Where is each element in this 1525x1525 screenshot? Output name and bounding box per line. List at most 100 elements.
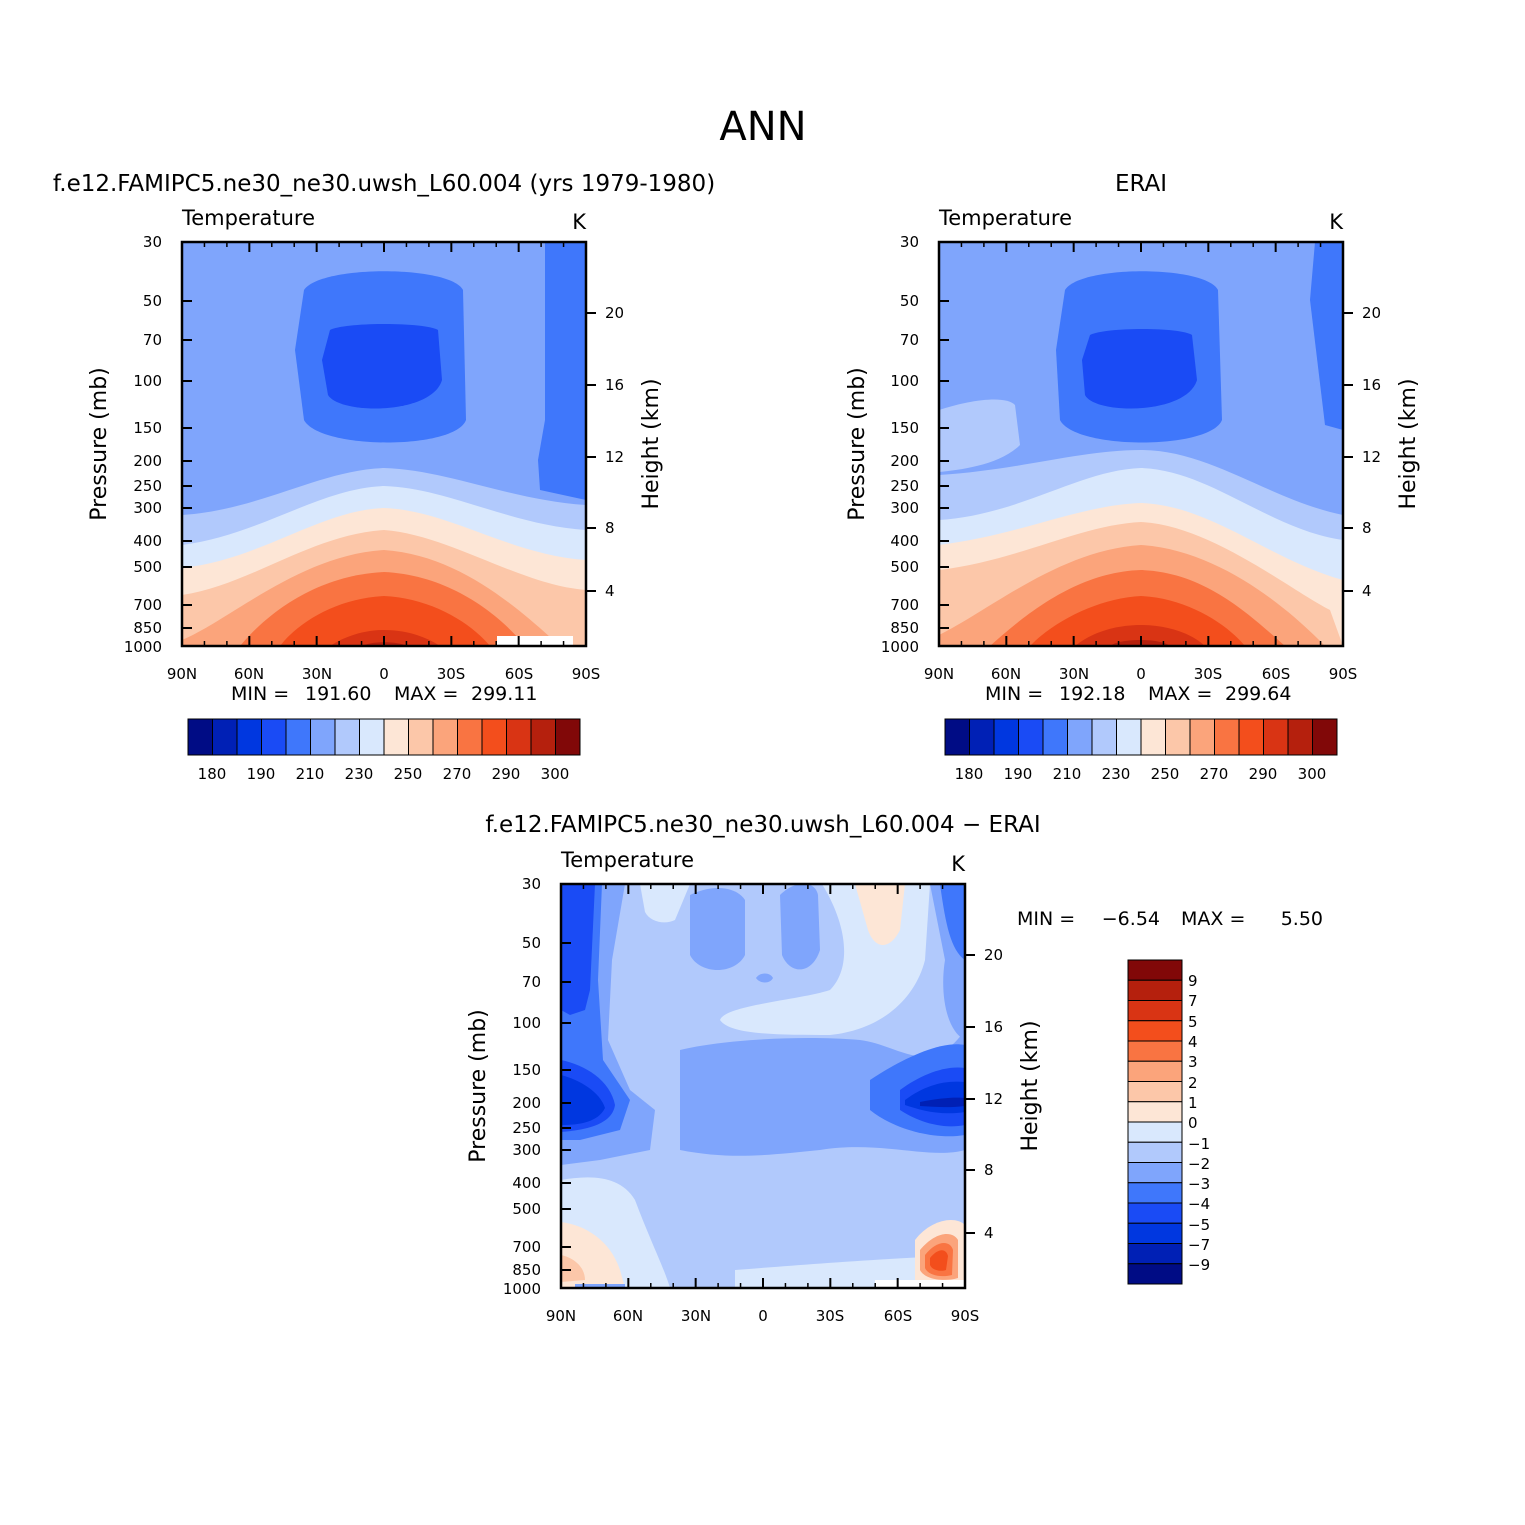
panel-difference-title: f.e12.FAMIPC5.ne30_ne30.uwsh_L60.004 − E… (485, 812, 1040, 838)
min-value: −6.54 (1102, 908, 1160, 930)
x-tick-label: 30S (1194, 665, 1223, 683)
x-tick-label: 30N (681, 1307, 711, 1325)
panel-obs-units-label: K (1329, 210, 1344, 234)
colorbar-swatch (457, 718, 483, 756)
min-label: MIN = (1017, 908, 1075, 930)
contour-fill-minus3-band (680, 1030, 965, 1156)
max-label: MAX = (394, 683, 458, 705)
x-tick-label: 30N (1059, 665, 1089, 683)
colorbar-label: 250 (1151, 765, 1180, 783)
height-tick-label: 12 (1362, 448, 1381, 466)
y-tick-label: 50 (900, 292, 919, 310)
panel-model-variable-label: Temperature (181, 206, 315, 230)
colorbar-label: 180 (198, 765, 227, 783)
y-tick-label: 150 (133, 419, 162, 437)
colorbar-swatch (1238, 718, 1264, 756)
height-tick-label: 16 (1362, 376, 1381, 394)
x-tick-label: 30S (437, 665, 466, 683)
panel-difference-ticks (560, 883, 975, 1289)
colorbar-label: 2 (1188, 1074, 1198, 1092)
y-tick-label: 300 (133, 499, 162, 517)
panel-obs-stats: MIN = 192.18 MAX = 299.64 (985, 683, 1291, 705)
colorbar-label: 210 (296, 765, 325, 783)
height-tick-label: 12 (605, 448, 624, 466)
panel-difference-units-label: K (951, 852, 966, 876)
y-tick-label: 30 (900, 233, 919, 251)
colorbar-swatch (1127, 959, 1183, 981)
colorbar-swatch (1127, 1101, 1183, 1123)
y-tick-label: 300 (512, 1141, 541, 1159)
colorbar-swatch (944, 718, 970, 756)
contour-fill-295 (1075, 625, 1205, 646)
colorbar-swatch (1127, 1141, 1183, 1163)
height-tick-label: 16 (984, 1018, 1003, 1036)
panel-difference-height-tick-labels: 20 16 12 8 4 (984, 946, 1003, 1242)
panel-difference-y-tick-labels: 30 50 70 100 150 200 250 300 400 500 700… (503, 875, 541, 1298)
x-tick-label: 60N (991, 665, 1021, 683)
panel-obs-height-tick-labels: 20 16 12 8 4 (1362, 304, 1381, 600)
x-tick-label: 0 (758, 1307, 768, 1325)
y-tick-label: 30 (143, 233, 162, 251)
colorbar-label: 7 (1188, 992, 1198, 1010)
colorbar-swatch (1127, 1263, 1183, 1285)
panel-model-colorbar (187, 718, 581, 756)
colorbar-swatch (1127, 1020, 1183, 1042)
colorbar-label: 4 (1188, 1033, 1198, 1051)
y-tick-label: 200 (890, 452, 919, 470)
colorbar-label: −2 (1188, 1155, 1210, 1173)
colorbar-swatch (383, 718, 409, 756)
panel-difference: f.e12.FAMIPC5.ne30_ne30.uwsh_L60.004 − E… (466, 812, 1323, 1325)
height-tick-label: 16 (605, 376, 624, 394)
colorbar-label: 270 (443, 765, 472, 783)
y-tick-label: 100 (133, 372, 162, 390)
contour-fill-230-north (939, 399, 1020, 472)
colorbar-label: −3 (1188, 1175, 1210, 1193)
y-tick-label: 500 (512, 1200, 541, 1218)
colorbar-swatch (1091, 718, 1117, 756)
y-tick-label: 70 (522, 973, 541, 991)
colorbar-swatch (1287, 718, 1313, 756)
x-tick-label: 60S (884, 1307, 913, 1325)
panel-obs-contour-field (939, 242, 1343, 646)
colorbar-swatch (285, 718, 311, 756)
colorbar-swatch (432, 718, 458, 756)
height-tick-label: 20 (984, 946, 1003, 964)
colorbar-swatch (993, 718, 1019, 756)
contour-fill-290 (280, 596, 490, 646)
y-tick-label: 500 (890, 558, 919, 576)
colorbar-label: −4 (1188, 1195, 1210, 1213)
max-value: 299.64 (1225, 683, 1291, 705)
y-tick-label: 70 (143, 331, 162, 349)
contour-fill-minus3-cell1 (690, 888, 745, 970)
colorbar-swatch (1127, 1222, 1183, 1244)
contour-fill-minus3-cell3 (756, 973, 773, 983)
contour-fill-210-pole (538, 242, 586, 500)
contour-fill-minus1-lower (735, 1255, 965, 1288)
colorbar-label: −9 (1188, 1256, 1210, 1274)
height-tick-label: 4 (605, 582, 615, 600)
colorbar-swatch (1067, 718, 1093, 756)
x-tick-label: 60S (1262, 665, 1291, 683)
x-tick-label: 0 (379, 665, 389, 683)
colorbar-label: 190 (1004, 765, 1033, 783)
contour-fill-0-top (855, 884, 905, 945)
height-tick-label: 4 (1362, 582, 1372, 600)
colorbar-label: 230 (1102, 765, 1131, 783)
colorbar-label: 300 (1298, 765, 1327, 783)
colorbar-swatch (1042, 718, 1068, 756)
y-tick-label: 850 (512, 1261, 541, 1279)
x-tick-label: 60S (505, 665, 534, 683)
colorbar-label: 250 (394, 765, 423, 783)
height-tick-label: 12 (984, 1090, 1003, 1108)
height-tick-label: 8 (605, 519, 615, 537)
x-tick-label: 90S (572, 665, 601, 683)
x-tick-label: 30S (816, 1307, 845, 1325)
y-tick-label: 100 (512, 1014, 541, 1032)
min-value: 192.18 (1059, 683, 1125, 705)
panel-model-colorbar-labels: 180 190 210 230 250 270 290 300 (198, 765, 570, 783)
panel-difference-x-tick-labels: 90N 60N 30N 0 30S 60S 90S (546, 1307, 979, 1325)
x-tick-label: 90N (924, 665, 954, 683)
height-tick-label: 4 (984, 1224, 994, 1242)
x-tick-label: 90S (1329, 665, 1358, 683)
